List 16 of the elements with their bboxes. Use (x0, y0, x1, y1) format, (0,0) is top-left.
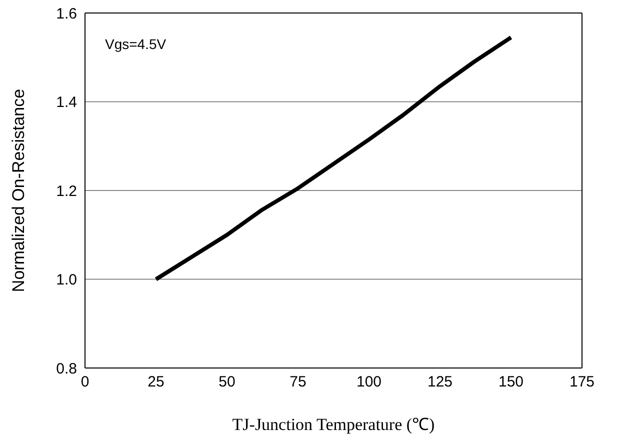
x-tick-label: 50 (218, 374, 236, 391)
x-tick-label: 100 (356, 374, 382, 391)
y-axis-title: Normalized On-Resistance (9, 88, 28, 292)
x-tick-label: 150 (498, 374, 524, 391)
y-tick-label: 0.8 (56, 360, 77, 378)
x-tick-label: 125 (427, 374, 453, 391)
x-tick-label: 0 (80, 374, 90, 391)
x-axis-title: TJ-Junction Temperature (℃) (232, 415, 435, 434)
y-tick-label: 1.4 (56, 94, 77, 112)
y-tick-label: 1.0 (56, 272, 77, 289)
x-tick-label: 25 (148, 374, 164, 391)
x-tick-label: 175 (569, 374, 595, 391)
x-tick-label: 75 (290, 374, 306, 391)
annotation: Vgs=4.5V (105, 36, 166, 52)
y-tick-label: 1.6 (56, 5, 77, 22)
y-tick-label: 1.2 (56, 182, 77, 200)
